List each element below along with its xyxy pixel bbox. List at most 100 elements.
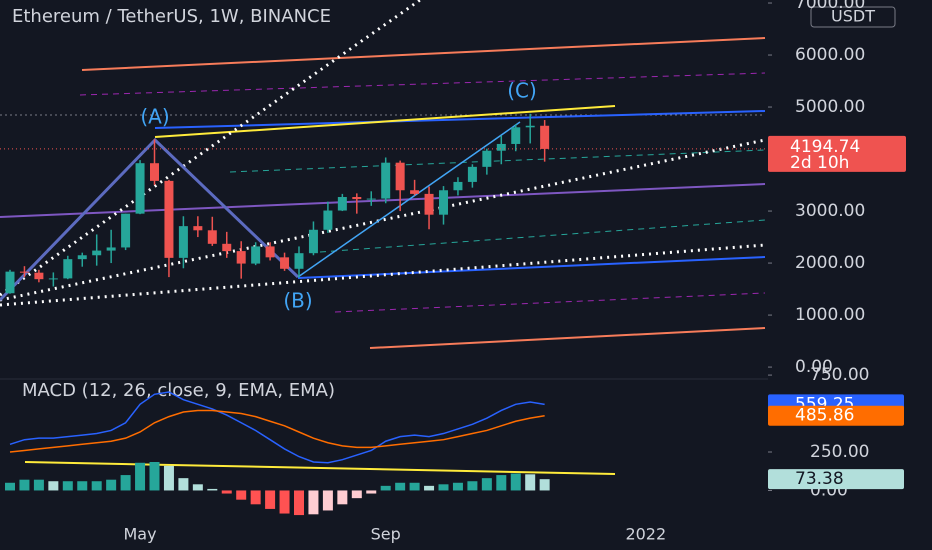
candle-body — [482, 150, 492, 167]
candle-body — [366, 198, 376, 200]
candle-body — [540, 125, 550, 149]
histogram-bar — [322, 490, 333, 511]
candle-body — [525, 125, 535, 128]
candle-body — [337, 197, 347, 211]
chart-title: Ethereum / TetherUS, 1W, BINANCE — [12, 6, 331, 27]
currency[interactable]: USDT — [831, 7, 875, 26]
annotation: (C) — [507, 79, 537, 103]
histogram-bar — [496, 475, 507, 491]
histogram-bar — [452, 482, 463, 491]
histogram-bar — [33, 479, 44, 491]
countdown: 2d 10h — [790, 153, 849, 173]
histogram-bar — [481, 478, 492, 491]
y-tick-label: 7000.00 — [795, 0, 865, 13]
candle-body — [395, 162, 405, 191]
price-box — [768, 135, 906, 172]
histogram-bar — [351, 490, 362, 499]
candle-body — [294, 253, 304, 269]
candle-body — [135, 163, 145, 214]
trend-line — [154, 105, 616, 138]
y-tick-label: 3000.00 — [795, 201, 865, 221]
y-tick-label: 750.00 — [810, 365, 869, 385]
histogram-bar — [380, 485, 391, 491]
candle-body — [63, 259, 73, 279]
histogram-bar — [250, 490, 261, 505]
histogram-bar — [337, 490, 348, 505]
histogram-bar — [366, 490, 377, 494]
x-tick-label: Sep — [371, 525, 401, 544]
histogram-bar — [438, 484, 449, 491]
candle-body — [439, 190, 448, 215]
histogram-bar — [510, 473, 521, 491]
channel-line — [369, 327, 766, 349]
candle-body — [178, 226, 188, 258]
histogram-bar — [308, 490, 319, 515]
candle-body — [150, 163, 159, 181]
channel-line — [319, 219, 766, 253]
candle-body — [381, 162, 391, 199]
value-box — [768, 469, 904, 490]
candle-body — [467, 166, 477, 182]
currency-box — [810, 6, 896, 28]
histogram-bar — [106, 479, 117, 491]
histogram-bar — [178, 478, 189, 491]
candle-body — [121, 213, 131, 248]
candle-body — [236, 251, 246, 264]
value-box — [768, 405, 904, 426]
y-tick-label: 6000.00 — [795, 45, 865, 65]
histogram-bar — [424, 485, 435, 491]
channel-line — [297, 256, 766, 279]
candle-body — [48, 278, 58, 280]
macd-line — [9, 391, 545, 464]
candle-body — [251, 246, 261, 264]
candle-body — [92, 250, 102, 256]
channel-line — [0, 183, 766, 218]
candle-body — [106, 247, 116, 251]
histogram-bar — [236, 490, 247, 500]
candle-body — [453, 181, 463, 191]
channel-line — [81, 37, 766, 71]
histogram-bar — [120, 475, 131, 491]
channel-line — [154, 110, 766, 129]
histogram-bar — [279, 490, 290, 514]
histogram-bar — [48, 481, 59, 491]
dotted-line — [0, 138, 766, 302]
x-tick-label: May — [124, 525, 157, 544]
candle-body — [19, 271, 29, 273]
histogram-bar — [539, 479, 550, 491]
histogram-bar — [207, 488, 218, 491]
candle-body — [323, 210, 333, 230]
histogram-bar — [77, 481, 88, 491]
dotted-line — [0, 243, 766, 307]
value-label: 73.38 — [795, 469, 844, 489]
candle-body — [77, 255, 87, 260]
candle-body — [424, 193, 434, 215]
candle-body — [352, 197, 362, 200]
y-tick-label: 0.00 — [795, 357, 833, 377]
candle-body — [308, 229, 318, 254]
histogram-bar — [467, 481, 478, 491]
x-tick-label: 2022 — [625, 525, 666, 544]
indicator-title: MACD (12, 26, close, 9, EMA, EMA) — [22, 380, 335, 401]
annotation: (A) — [140, 105, 169, 129]
y-tick-label: 250.00 — [810, 442, 869, 462]
channel-line — [229, 149, 766, 173]
histogram-bar — [19, 479, 30, 491]
dotted-line — [0, 0, 421, 297]
histogram-bar — [221, 490, 232, 494]
candle-body — [5, 271, 15, 294]
channel-line — [334, 292, 766, 313]
candle-body — [34, 272, 44, 280]
histogram-bar — [395, 482, 406, 491]
histogram-bar — [62, 481, 73, 491]
y-tick-label: 2000.00 — [795, 253, 865, 273]
histogram-bar — [91, 481, 102, 491]
histogram-bar — [525, 474, 536, 491]
last-price: 4194.74 — [790, 137, 860, 157]
channel-line — [79, 72, 766, 96]
candle-body — [511, 127, 521, 144]
histogram-bar — [192, 484, 203, 491]
